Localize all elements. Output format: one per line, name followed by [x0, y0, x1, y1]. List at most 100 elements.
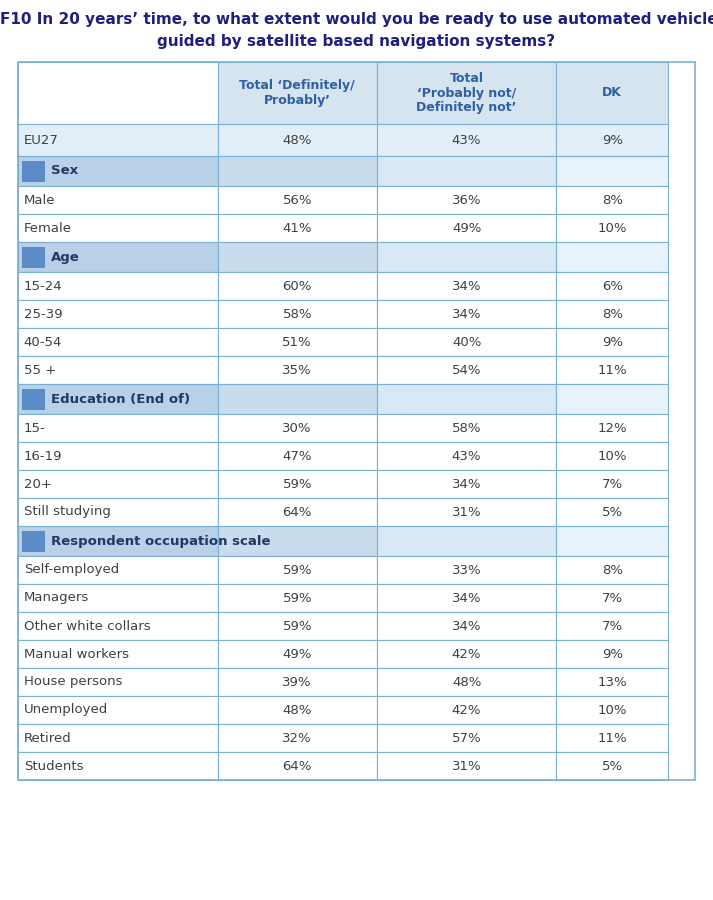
Bar [217, 328, 376, 356]
Text: Sex: Sex [51, 165, 78, 177]
Text: 31%: 31% [452, 506, 481, 518]
Text: Still studying: Still studying [24, 506, 111, 518]
Text: 5%: 5% [602, 760, 622, 772]
Bar [18, 526, 217, 556]
Bar [18, 668, 217, 696]
Text: 60%: 60% [282, 280, 312, 292]
Text: 10%: 10% [597, 704, 627, 716]
Bar [18, 242, 217, 272]
Bar [556, 556, 668, 584]
Bar [556, 724, 668, 752]
Text: Retired: Retired [24, 732, 71, 744]
Text: 48%: 48% [282, 704, 312, 716]
Bar [18, 556, 217, 584]
Text: 43%: 43% [452, 449, 481, 463]
Bar [18, 124, 217, 156]
Text: 57%: 57% [452, 732, 481, 744]
Text: 43%: 43% [452, 133, 481, 147]
Bar [18, 384, 217, 414]
Bar [556, 526, 668, 556]
Bar [217, 214, 376, 242]
Text: 51%: 51% [282, 336, 312, 348]
Text: 20+: 20+ [24, 478, 52, 491]
Text: 59%: 59% [282, 563, 312, 577]
Text: 40%: 40% [452, 336, 481, 348]
Bar [18, 442, 217, 470]
Bar [18, 300, 217, 328]
Text: Total ‘Definitely/
Probably’: Total ‘Definitely/ Probably’ [240, 79, 355, 107]
Bar [556, 414, 668, 442]
Bar [217, 640, 376, 668]
Text: 30%: 30% [282, 421, 312, 435]
Bar [376, 696, 556, 724]
Bar [376, 752, 556, 780]
Bar [217, 498, 376, 526]
Text: 34%: 34% [452, 591, 481, 605]
Text: Age: Age [51, 250, 80, 264]
Bar [217, 300, 376, 328]
Text: 34%: 34% [452, 619, 481, 633]
Bar [217, 414, 376, 442]
Bar [217, 156, 376, 186]
Bar [556, 696, 668, 724]
Bar [18, 156, 217, 186]
Text: Respondent occupation scale: Respondent occupation scale [51, 535, 270, 547]
Text: Male: Male [24, 194, 56, 206]
Text: 49%: 49% [452, 221, 481, 235]
Bar [18, 414, 217, 442]
Bar [18, 498, 217, 526]
Bar [556, 242, 668, 272]
Bar [217, 384, 376, 414]
Bar [18, 584, 217, 612]
Bar [376, 414, 556, 442]
Text: 25-39: 25-39 [24, 308, 63, 320]
Text: Education (End of): Education (End of) [51, 392, 190, 406]
Bar [376, 612, 556, 640]
Text: 11%: 11% [597, 364, 627, 376]
Bar [376, 640, 556, 668]
Bar [217, 470, 376, 498]
Bar [376, 498, 556, 526]
Bar [217, 272, 376, 300]
Bar [556, 612, 668, 640]
Text: Students: Students [24, 760, 83, 772]
Bar [18, 752, 217, 780]
Bar [376, 724, 556, 752]
Bar [217, 612, 376, 640]
Text: 36%: 36% [452, 194, 481, 206]
Bar [556, 272, 668, 300]
Text: 56%: 56% [282, 194, 312, 206]
Text: 42%: 42% [452, 704, 481, 716]
Bar [217, 442, 376, 470]
Text: EU27: EU27 [24, 133, 58, 147]
Text: 59%: 59% [282, 478, 312, 491]
Text: Managers: Managers [24, 591, 89, 605]
Text: 54%: 54% [452, 364, 481, 376]
Text: Manual workers: Manual workers [24, 647, 129, 661]
Bar [376, 272, 556, 300]
Text: 31%: 31% [452, 760, 481, 772]
Bar [217, 242, 376, 272]
Bar [18, 214, 217, 242]
Bar [376, 186, 556, 214]
Bar [556, 498, 668, 526]
Bar [18, 272, 217, 300]
Text: 7%: 7% [602, 619, 622, 633]
Bar [217, 724, 376, 752]
Text: 40-54: 40-54 [24, 336, 62, 348]
Bar [556, 752, 668, 780]
Text: 39%: 39% [282, 676, 312, 688]
Bar [18, 62, 217, 124]
Text: guided by satellite based navigation systems?: guided by satellite based navigation sys… [158, 34, 555, 49]
Text: QF10 In 20 years’ time, to what extent would you be ready to use automated vehic: QF10 In 20 years’ time, to what extent w… [0, 12, 713, 27]
Bar [376, 584, 556, 612]
Text: 49%: 49% [282, 647, 312, 661]
Bar [217, 584, 376, 612]
Bar [556, 328, 668, 356]
Text: Unemployed: Unemployed [24, 704, 108, 716]
Bar [556, 186, 668, 214]
Bar [18, 186, 217, 214]
Text: Female: Female [24, 221, 72, 235]
Bar [22, 247, 45, 267]
Bar [217, 62, 376, 124]
